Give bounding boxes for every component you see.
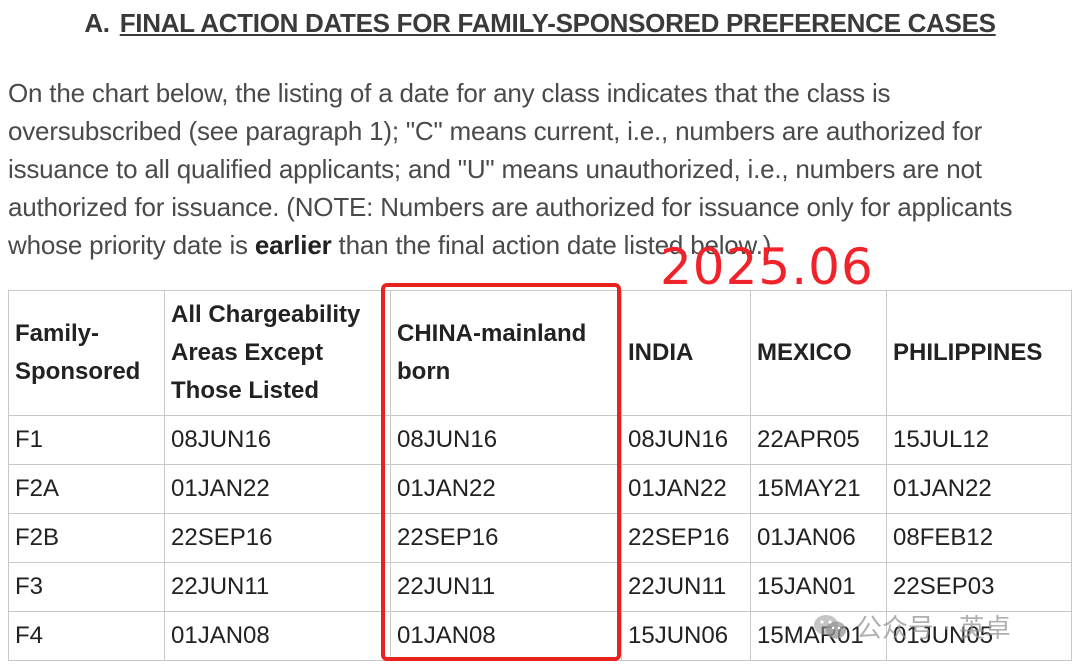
- table-cell: 15MAY21: [750, 464, 887, 514]
- table-cell: F1: [8, 415, 165, 465]
- column-header: Family-Sponsored: [8, 290, 165, 416]
- column-header: INDIA: [621, 290, 751, 416]
- table-cell: 01JUN05: [886, 611, 1072, 661]
- section-prefix: A.: [84, 8, 110, 38]
- table-cell: 22SEP16: [621, 513, 751, 563]
- wechat-icon: [814, 614, 846, 638]
- section-heading: A. FINAL ACTION DATES FOR FAMILY-SPONSORE…: [0, 8, 1080, 39]
- table-cell: F2A: [8, 464, 165, 514]
- intro-bold-word: earlier: [254, 230, 332, 260]
- watermark-text: 公众号 · 英卓: [856, 614, 1011, 644]
- column-header: MEXICO: [750, 290, 887, 416]
- intro-text-1: On the chart below, the listing of a dat…: [8, 78, 1013, 260]
- table-cell: 22APR05: [750, 415, 887, 465]
- final-action-dates-table: Family-Sponsored All Chargeability Areas…: [8, 290, 1072, 661]
- table-cell: 01JAN22: [621, 464, 751, 514]
- table-cell: 01JAN22: [164, 464, 391, 514]
- table-cell: 08JUN16: [621, 415, 751, 465]
- date-annotation: 2025.06: [660, 238, 874, 296]
- table-cell: 22SEP16: [164, 513, 391, 563]
- table-cell: 01JAN08: [390, 611, 622, 661]
- table-cell: 08JUN16: [390, 415, 622, 465]
- china-column-highlight-box: [381, 283, 621, 661]
- table-cell: 01JAN08: [164, 611, 391, 661]
- table-cell: 01JAN22: [886, 464, 1072, 514]
- table-cell: 15JUL12: [886, 415, 1072, 465]
- table-cell: 01JAN22: [390, 464, 622, 514]
- table-cell: F4: [8, 611, 165, 661]
- column-header: All Chargeability Areas Except Those Lis…: [164, 290, 391, 416]
- table-cell: 08JUN16: [164, 415, 391, 465]
- table-cell: 01JAN06: [750, 513, 887, 563]
- table-header-row: Family-Sponsored All Chargeability Areas…: [8, 290, 1072, 416]
- table-cell: 22JUN11: [164, 562, 391, 612]
- section-title: FINAL ACTION DATES FOR FAMILY-SPONSORED …: [119, 8, 996, 38]
- table-cell: 15JAN01: [750, 562, 887, 612]
- table-cell: 22SEP03: [886, 562, 1072, 612]
- table-cell: 22JUN11: [390, 562, 622, 612]
- table-cell: F2B: [8, 513, 165, 563]
- table-cell: 08FEB12: [886, 513, 1072, 563]
- table-row: F4 01JAN08 01JAN08 15JUN06 15MAR01 01JUN…: [8, 611, 1072, 661]
- watermark: 公众号 · 英卓: [812, 608, 1011, 645]
- table-row: F1 08JUN16 08JUN16 08JUN16 22APR05 15JUL…: [8, 415, 1072, 465]
- column-header: CHINA-mainland born: [390, 290, 622, 416]
- intro-paragraph: On the chart below, the listing of a dat…: [8, 74, 1068, 264]
- table-row: F2A 01JAN22 01JAN22 01JAN22 15MAY21 01JA…: [8, 464, 1072, 514]
- intro-text-2: than the final action date listed below.…: [331, 230, 772, 260]
- table-cell: F3: [8, 562, 165, 612]
- table-row: F3 22JUN11 22JUN11 22JUN11 15JAN01 22SEP…: [8, 562, 1072, 612]
- table-cell: 15JUN06: [621, 611, 751, 661]
- column-header: PHILIPPINES: [886, 290, 1072, 416]
- table-cell: 22JUN11: [621, 562, 751, 612]
